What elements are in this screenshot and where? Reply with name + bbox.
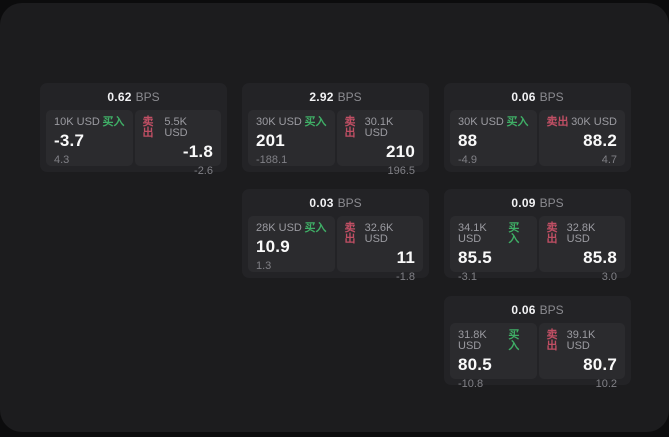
buy-pane[interactable]: 34.1K USD 买入 85.5 -3.1 bbox=[450, 216, 537, 283]
sell-value: 11 bbox=[396, 248, 415, 267]
sell-amount: 32.6K USD bbox=[364, 222, 394, 245]
bps-unit: BPS bbox=[337, 195, 362, 210]
bps-unit: BPS bbox=[539, 89, 564, 104]
sell-change: 10.2 bbox=[595, 378, 617, 390]
bps-value: 0.06 bbox=[511, 89, 536, 104]
bps-header: 2.92 BPS bbox=[242, 83, 429, 110]
buy-label: 买入 bbox=[506, 116, 529, 128]
buy-pane[interactable]: 28K USD 买入 10.9 1.3 bbox=[248, 216, 335, 272]
sell-value: 85.8 bbox=[583, 248, 617, 267]
sell-label: 卖出 bbox=[344, 116, 356, 139]
buy-amount: 31.8K USD bbox=[458, 329, 487, 352]
buy-amount: 34.1K USD bbox=[458, 222, 487, 245]
buy-label: 买入 bbox=[304, 222, 327, 234]
sell-change: 3.0 bbox=[601, 271, 617, 283]
buy-change: 4.3 bbox=[54, 154, 70, 166]
bps-header: 0.06 BPS bbox=[444, 296, 631, 323]
bps-header: 0.09 BPS bbox=[444, 189, 631, 216]
sell-change: -1.8 bbox=[396, 271, 415, 283]
bps-unit: BPS bbox=[539, 302, 564, 317]
bps-header: 0.06 BPS bbox=[444, 83, 631, 110]
buy-value: 10.9 bbox=[256, 237, 290, 256]
buy-amount: 30K USD bbox=[458, 116, 504, 128]
sell-label: 卖出 bbox=[546, 222, 558, 245]
quote-card[interactable]: 0.06 BPS 30K USD 买入 88 -4.9 卖出 30K USD 8… bbox=[444, 83, 631, 172]
quote-card[interactable]: 0.06 BPS 31.8K USD 买入 80.5 -10.8 卖出 39.1… bbox=[444, 296, 631, 390]
quote-card[interactable]: 0.03 BPS 28K USD 买入 10.9 1.3 卖出 32.6K US… bbox=[242, 189, 429, 283]
sell-change: -2.6 bbox=[194, 165, 213, 177]
bps-unit: BPS bbox=[539, 195, 564, 210]
sell-value: -1.8 bbox=[182, 142, 213, 161]
sell-pane[interactable]: 卖出 5.5K USD -1.8 -2.6 bbox=[134, 110, 221, 177]
sell-amount: 5.5K USD bbox=[164, 116, 188, 139]
quote-card[interactable]: 0.09 BPS 34.1K USD 买入 85.5 -3.1 卖出 32.8K… bbox=[444, 189, 631, 283]
buy-pane[interactable]: 30K USD 买入 88 -4.9 bbox=[450, 110, 537, 166]
buy-change: 1.3 bbox=[256, 260, 272, 272]
sell-amount: 30.1K USD bbox=[364, 116, 394, 139]
sell-value: 210 bbox=[386, 142, 415, 161]
sell-pane[interactable]: 卖出 32.6K USD 11 -1.8 bbox=[336, 216, 423, 283]
buy-pane[interactable]: 10K USD 买入 -3.7 4.3 bbox=[46, 110, 133, 166]
buy-value: 201 bbox=[256, 131, 285, 150]
buy-amount: 30K USD bbox=[256, 116, 302, 128]
sell-value: 88.2 bbox=[583, 131, 617, 150]
sell-pane[interactable]: 卖出 32.8K USD 85.8 3.0 bbox=[538, 216, 625, 283]
buy-value: 85.5 bbox=[458, 248, 492, 267]
bps-header: 0.62 BPS bbox=[40, 83, 227, 110]
sell-change: 196.5 bbox=[387, 165, 415, 177]
buy-value: 80.5 bbox=[458, 355, 492, 374]
buy-pane[interactable]: 30K USD 买入 201 -188.1 bbox=[248, 110, 335, 166]
buy-label: 买入 bbox=[508, 329, 520, 352]
sell-label: 卖出 bbox=[344, 222, 356, 245]
quote-card[interactable]: 0.62 BPS 10K USD 买入 -3.7 4.3 卖出 5.5K USD… bbox=[40, 83, 227, 177]
sell-pane[interactable]: 卖出 30K USD 88.2 4.7 bbox=[538, 110, 625, 166]
buy-value: 88 bbox=[458, 131, 478, 150]
bps-unit: BPS bbox=[135, 89, 160, 104]
sell-label: 卖出 bbox=[546, 116, 569, 128]
bps-value: 0.62 bbox=[107, 89, 132, 104]
sell-amount: 39.1K USD bbox=[566, 329, 596, 352]
bps-header: 0.03 BPS bbox=[242, 189, 429, 216]
bps-value: 0.06 bbox=[511, 302, 536, 317]
buy-pane[interactable]: 31.8K USD 买入 80.5 -10.8 bbox=[450, 323, 537, 390]
sell-label: 卖出 bbox=[142, 116, 154, 139]
sell-value: 80.7 bbox=[583, 355, 617, 374]
bps-value: 2.92 bbox=[309, 89, 334, 104]
buy-label: 买入 bbox=[102, 116, 125, 128]
buy-amount: 28K USD bbox=[256, 222, 302, 234]
buy-change: -188.1 bbox=[256, 154, 288, 166]
bps-value: 0.09 bbox=[511, 195, 536, 210]
sell-pane[interactable]: 卖出 39.1K USD 80.7 10.2 bbox=[538, 323, 625, 390]
sell-amount: 30K USD bbox=[571, 116, 617, 128]
buy-value: -3.7 bbox=[54, 131, 85, 150]
buy-label: 买入 bbox=[508, 222, 520, 245]
buy-amount: 10K USD bbox=[54, 116, 100, 128]
buy-label: 买入 bbox=[304, 116, 327, 128]
quote-card[interactable]: 2.92 BPS 30K USD 买入 201 -188.1 卖出 30.1K … bbox=[242, 83, 429, 177]
sell-label: 卖出 bbox=[546, 329, 558, 352]
bps-value: 0.03 bbox=[309, 195, 334, 210]
sell-pane[interactable]: 卖出 30.1K USD 210 196.5 bbox=[336, 110, 423, 177]
buy-change: -4.9 bbox=[458, 154, 477, 166]
sell-amount: 32.8K USD bbox=[566, 222, 596, 245]
bps-unit: BPS bbox=[337, 89, 362, 104]
buy-change: -3.1 bbox=[458, 271, 477, 283]
buy-change: -10.8 bbox=[458, 378, 484, 390]
sell-change: 4.7 bbox=[601, 154, 617, 166]
